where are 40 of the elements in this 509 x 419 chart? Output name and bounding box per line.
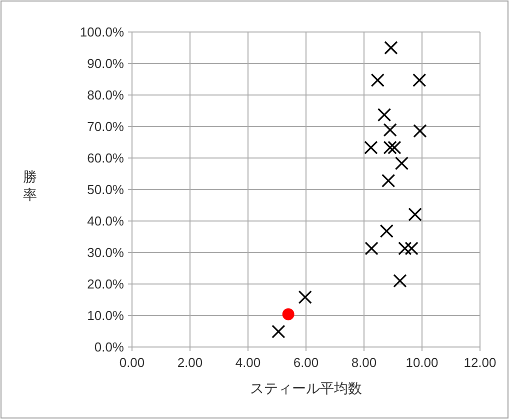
x-tick-label: 4.00 <box>235 355 261 370</box>
y-tick-label: 70.0% <box>87 119 124 134</box>
point <box>404 242 418 256</box>
x-tick-label: 6.00 <box>293 355 319 370</box>
y-tick-label: 50.0% <box>87 182 124 197</box>
y-tick-label: 60.0% <box>87 150 124 166</box>
point <box>383 123 397 137</box>
y-tick-label: 90.0% <box>87 56 124 71</box>
x-tick-label: 12.00 <box>464 355 496 370</box>
point <box>412 73 426 87</box>
point <box>388 140 402 154</box>
point <box>384 40 398 55</box>
x-tick-label: 10.00 <box>406 355 438 370</box>
point <box>398 242 412 256</box>
point <box>380 224 394 238</box>
y-tick-label: 100.0% <box>80 24 124 40</box>
y-tick-label: 40.0% <box>87 214 124 228</box>
y-tick-label: 20.0% <box>87 276 124 292</box>
point <box>382 174 396 188</box>
point <box>383 140 397 154</box>
y-tick-label: 10.0% <box>87 308 124 323</box>
point <box>394 156 408 170</box>
y-tick-label: 30.0% <box>87 245 124 260</box>
x-tick-label: 8.00 <box>351 355 377 370</box>
point <box>370 73 384 87</box>
x-tick-label: 2.00 <box>177 355 203 370</box>
point <box>378 108 392 122</box>
x-axis-title: スティール平均数 <box>250 380 362 396</box>
point <box>393 274 407 288</box>
point <box>298 290 312 304</box>
point <box>364 242 378 256</box>
point <box>413 124 427 138</box>
y-tick-label: 80.0% <box>87 88 124 102</box>
y-tick-label: 0.0% <box>94 340 124 354</box>
y-axis-title: 勝率 <box>23 168 37 202</box>
point <box>272 324 286 338</box>
point <box>408 208 422 222</box>
point <box>282 308 294 320</box>
x-tick-label: 0.00 <box>119 355 145 370</box>
point <box>364 140 378 154</box>
